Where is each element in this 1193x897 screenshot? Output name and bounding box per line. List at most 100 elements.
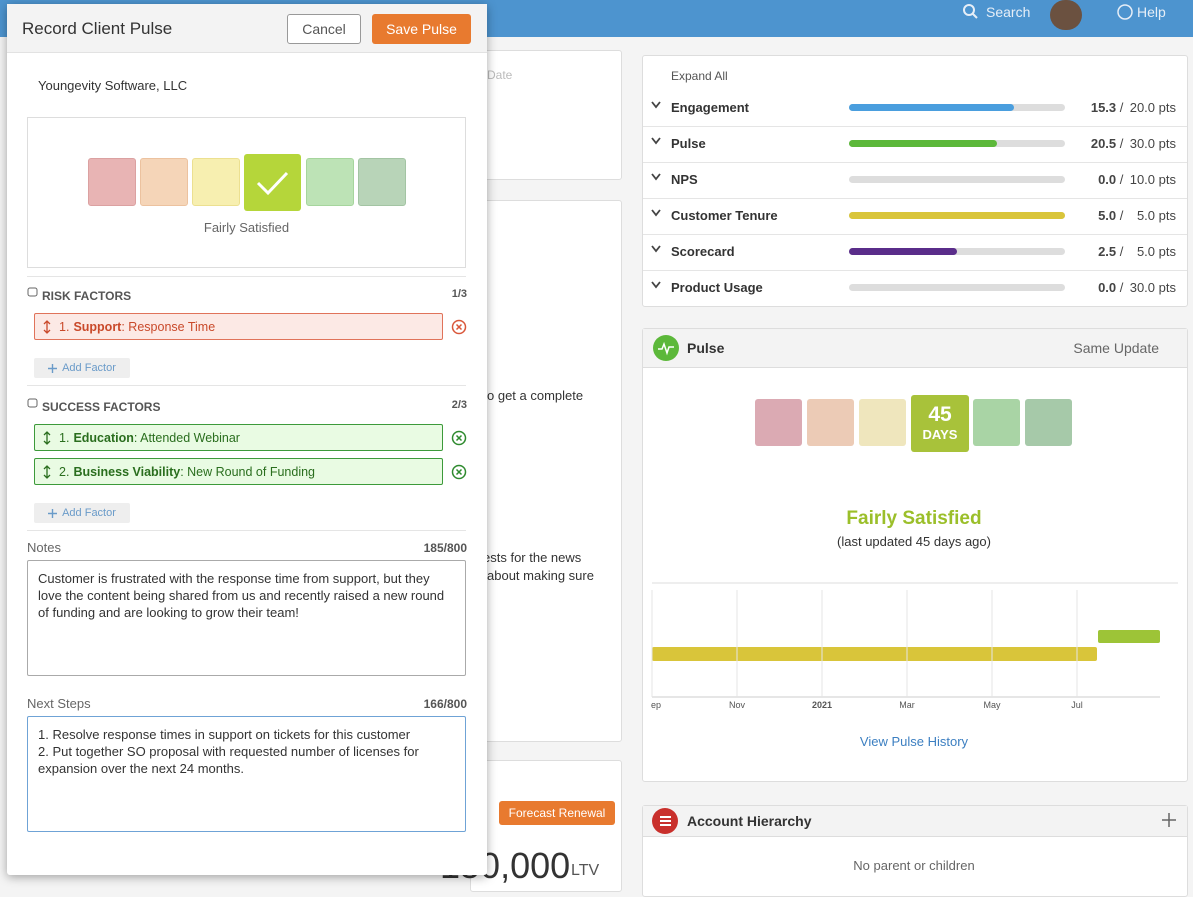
- pulse-picker: [27, 117, 466, 268]
- add-label: Add Factor: [62, 362, 116, 374]
- cancel-button[interactable]: Cancel: [287, 14, 361, 44]
- heading-icon: [27, 398, 38, 408]
- score: 0.0: [1098, 280, 1117, 295]
- pulse-option[interactable]: [306, 158, 354, 206]
- drag-icon: [43, 319, 51, 334]
- row-divider: [643, 234, 1187, 235]
- account-name: Youngevity Software, LLC: [38, 78, 188, 93]
- score-max: 30.0: [1129, 136, 1156, 151]
- help-icon[interactable]: [1117, 4, 1133, 20]
- score-track: [849, 176, 1065, 183]
- pulse-option[interactable]: [192, 158, 240, 206]
- pulse-option[interactable]: [140, 158, 188, 206]
- help[interactable]: Help: [1137, 4, 1166, 20]
- expand-all[interactable]: Expand All: [671, 69, 728, 83]
- chevron[interactable]: [651, 209, 661, 217]
- search-icon[interactable]: [963, 4, 979, 20]
- chevron[interactable]: [651, 281, 661, 289]
- avatar[interactable]: [1050, 0, 1082, 30]
- pulse-option-selected[interactable]: [244, 154, 301, 211]
- heading-icon: [27, 287, 38, 297]
- remove-x: [455, 323, 463, 331]
- factor-detail: : New Round of Funding: [180, 464, 316, 479]
- chevron[interactable]: [651, 173, 661, 181]
- pulse-status: Fairly Satisfied: [846, 508, 982, 529]
- separator: /: [1119, 244, 1124, 259]
- add-factor[interactable]: Add Factor: [34, 358, 130, 378]
- notes-input[interactable]: Customer is frustrated with the response…: [27, 560, 466, 676]
- add-factor[interactable]: Add Factor: [34, 503, 130, 523]
- factor[interactable]: 1. Support: Response Time: [34, 313, 443, 340]
- remove-circle: [451, 464, 467, 480]
- score-value: 15.3 / 20.0 pts: [1091, 100, 1176, 115]
- days: 45: [928, 403, 952, 426]
- heading-icon-shape: [27, 398, 38, 408]
- modal: Record Client Pulse Cancel Save Pulse Yo…: [7, 4, 487, 875]
- plus-path: [48, 508, 58, 518]
- unit: pts: [1158, 136, 1176, 151]
- timeline-label: May: [983, 700, 1001, 710]
- drag-path: [43, 430, 51, 445]
- score-name: Product Usage: [671, 280, 763, 295]
- score-max: 10.0: [1129, 172, 1156, 187]
- same-update[interactable]: Same Update: [1073, 340, 1159, 356]
- notes-count: 185/800: [423, 541, 467, 555]
- score: 0.0: [1098, 172, 1117, 187]
- pulse-option[interactable]: [88, 158, 136, 206]
- factor[interactable]: 2. Business Viability: New Round of Fundi…: [34, 458, 443, 485]
- score-name: NPS: [671, 172, 698, 187]
- pulse-option[interactable]: [358, 158, 406, 206]
- hierarchy-empty: No parent or children: [853, 858, 975, 873]
- next-steps-count: 166/800: [423, 697, 467, 711]
- risk-count: 1/3: [451, 288, 467, 300]
- score-value: 5.0 / 5.0 pts: [1098, 208, 1176, 223]
- separator: /: [1119, 172, 1124, 187]
- pulse-icon: [653, 335, 679, 361]
- add-icon[interactable]: [1161, 812, 1177, 828]
- chevron[interactable]: [651, 101, 661, 109]
- score-name: Scorecard: [671, 244, 735, 259]
- score-max: 20.0: [1129, 100, 1156, 115]
- factor[interactable]: 1. Education: Attended Webinar: [34, 424, 443, 451]
- score: 2.5: [1098, 244, 1117, 259]
- forecast-button[interactable]: Forecast Renewal: [499, 801, 615, 825]
- timeline-label: Nov: [729, 700, 746, 710]
- separator: /: [1119, 208, 1124, 223]
- score: 5.0: [1098, 208, 1117, 223]
- save-button[interactable]: Save Pulse: [372, 14, 471, 44]
- score-max: 5.0: [1136, 208, 1156, 223]
- search[interactable]: Search: [986, 4, 1031, 20]
- next-steps-input[interactable]: 1. Resolve response times in support on …: [27, 716, 466, 832]
- divider: [27, 385, 466, 386]
- pulse-square: [807, 399, 854, 446]
- remove-icon[interactable]: [451, 464, 467, 480]
- score-max: 5.0: [1136, 244, 1156, 259]
- timeline-label: Jul: [1071, 700, 1083, 710]
- pulse-timeline: ep Nov 2021 Mar May Jul: [651, 582, 1178, 710]
- drag-icon: [43, 464, 51, 479]
- separator: /: [1119, 100, 1124, 115]
- chevron-path: [651, 245, 661, 253]
- row-divider: [643, 162, 1187, 163]
- bg-text: ests for the news: [483, 550, 582, 565]
- remove-icon[interactable]: [451, 319, 467, 335]
- pulse-square: [1025, 399, 1072, 446]
- remove-x: [455, 468, 463, 476]
- chevron-path: [651, 281, 661, 289]
- score-value: 2.5 / 5.0 pts: [1098, 244, 1176, 259]
- chevron[interactable]: [651, 245, 661, 253]
- plus-icon: [48, 363, 58, 373]
- drag-icon: [43, 430, 51, 445]
- chevron[interactable]: [651, 137, 661, 145]
- pulse-square-selected: 45 DAYS: [911, 395, 969, 452]
- drag-path: [43, 319, 51, 334]
- view-history[interactable]: View Pulse History: [859, 734, 969, 749]
- add-label: Add Factor: [62, 507, 116, 519]
- row-divider: [643, 198, 1187, 199]
- remove-icon[interactable]: [451, 430, 467, 446]
- factor-number: 1.: [59, 319, 70, 334]
- bg-card: [470, 200, 622, 742]
- remove-circle: [451, 430, 467, 446]
- days-label: DAYS: [922, 427, 958, 442]
